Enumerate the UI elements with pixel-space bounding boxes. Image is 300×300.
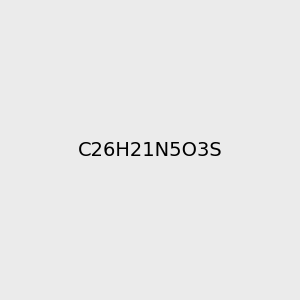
Text: C26H21N5O3S: C26H21N5O3S xyxy=(78,140,222,160)
